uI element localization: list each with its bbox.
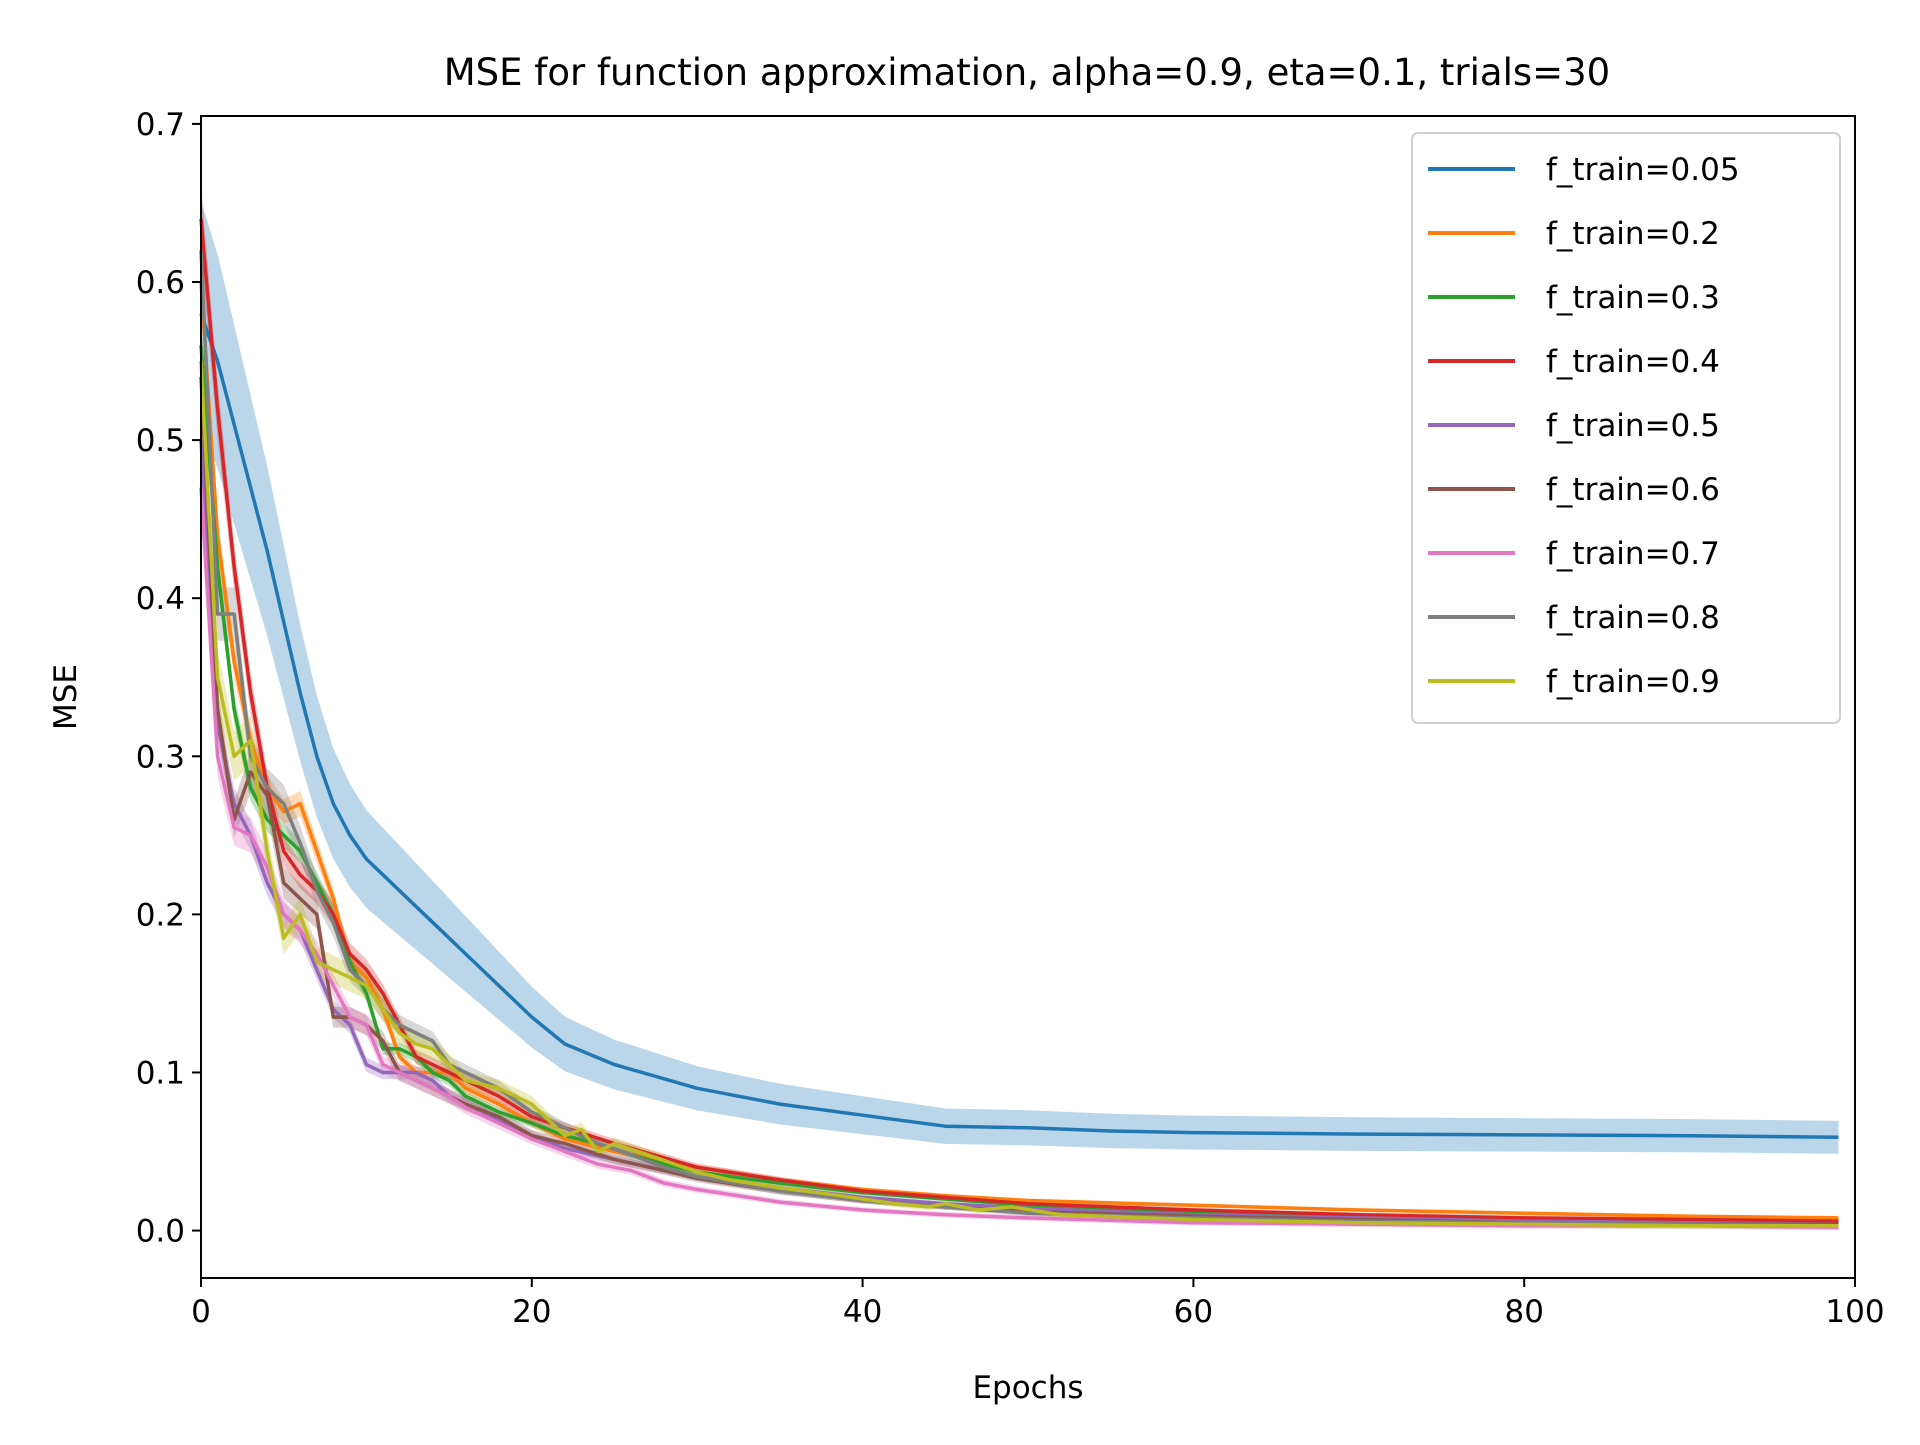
y-axis-label: MSE [48, 664, 84, 730]
series-line [199, 360, 1839, 1228]
y-tick-label: 0.6 [136, 265, 185, 301]
legend-label: f_train=0.5 [1546, 408, 1720, 444]
y-tick-label: 0.1 [136, 1055, 185, 1091]
series-line [199, 313, 1839, 1140]
y-axis: 0.0 0.1 0.2 0.3 0.4 0.5 0.6 0.7 [136, 107, 201, 1250]
x-tick-label: 80 [1504, 1294, 1543, 1330]
x-tick-label: 100 [1825, 1294, 1884, 1330]
y-tick-label: 0.3 [136, 739, 185, 775]
series-line [199, 487, 1839, 1230]
legend-label: f_train=0.4 [1546, 344, 1720, 380]
legend-label: f_train=0.9 [1546, 664, 1720, 700]
y-tick-label: 0.2 [136, 897, 185, 933]
y-tick-label: 0.4 [136, 581, 185, 617]
series-line [199, 281, 1839, 1220]
y-tick-label: 0.7 [136, 107, 185, 143]
x-axis: 0 20 40 60 80 100 [191, 1278, 1885, 1330]
series-lines [199, 218, 1839, 1230]
x-tick-label: 20 [512, 1294, 551, 1330]
chart-title: MSE for function approximation, alpha=0.… [444, 51, 1610, 94]
plot-frame [200, 115, 1856, 1279]
y-tick-label: 0.5 [136, 423, 185, 459]
legend-label: f_train=0.05 [1546, 152, 1740, 188]
x-axis-label: Epochs [972, 1370, 1083, 1406]
legend-label: f_train=0.3 [1546, 280, 1720, 316]
series-line [199, 250, 1839, 1228]
legend: f_train=0.05 f_train=0.2 f_train=0.3 f_trai… [1411, 132, 1841, 724]
legend-label: f_train=0.8 [1546, 600, 1720, 636]
legend-label: f_train=0.7 [1546, 536, 1720, 572]
legend-label: f_train=0.2 [1546, 216, 1720, 252]
legend-label: f_train=0.6 [1546, 472, 1720, 508]
x-tick-label: 0 [191, 1294, 211, 1330]
x-tick-label: 40 [843, 1294, 882, 1330]
legend-box [1411, 132, 1841, 724]
y-tick-label: 0.0 [136, 1214, 185, 1250]
x-tick-label: 60 [1174, 1294, 1213, 1330]
